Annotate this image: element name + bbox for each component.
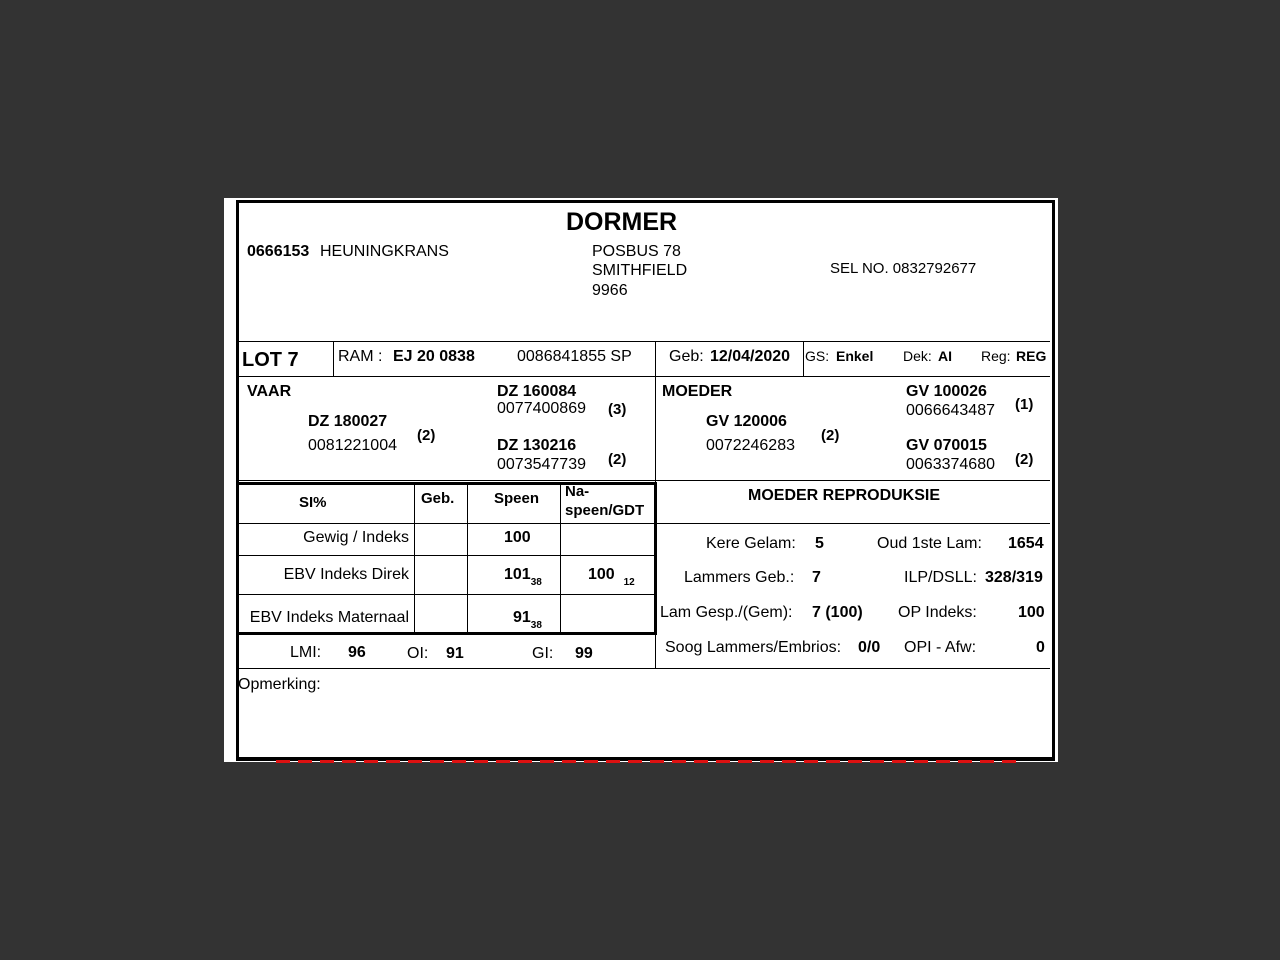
reg-label: Reg: (981, 348, 1011, 364)
row-label: Gewig / Indeks (303, 529, 409, 546)
geb-label: Geb: (669, 348, 704, 365)
repro-value: 7 (100) (812, 604, 863, 621)
divider (237, 632, 657, 635)
repro-value: 1654 (1008, 535, 1044, 552)
row-label: EBV Indeks Maternaal (249, 609, 409, 626)
repro-label: Lam Gesp./(Gem): (660, 604, 793, 621)
sire-dam-count: (2) (608, 451, 627, 468)
dam-count: (2) (821, 427, 840, 444)
cutoff-red-text (276, 760, 1016, 763)
breed-title: DORMER (566, 208, 678, 236)
dek-value: AI (938, 348, 952, 364)
dam-sire-id: GV 100026 (906, 383, 987, 400)
divider (237, 523, 1050, 524)
farm-name: HEUNINGKRANS (320, 243, 449, 260)
address-line: 9966 (592, 282, 628, 299)
repro-value: 0/0 (858, 639, 881, 656)
lmi-value: 96 (348, 644, 366, 661)
dam-dam-no: 0063374680 (906, 456, 995, 473)
si-header: SI% (299, 494, 327, 511)
sire-sire-no: 0077400869 (497, 400, 586, 417)
dam-sire-count: (1) (1015, 396, 1034, 413)
speen-value: 9138 (513, 609, 542, 631)
naspeen-header: Na- speen/GDT (565, 483, 645, 519)
sire-sire-count: (3) (608, 401, 627, 418)
divider (237, 482, 657, 485)
repro-value: 100 (1018, 604, 1045, 621)
sire-count: (2) (417, 427, 436, 444)
divider (803, 341, 804, 376)
speen-header: Speen (494, 490, 540, 507)
sire-sire-id: DZ 160084 (497, 383, 577, 400)
row-label: EBV Indeks Direk (283, 566, 409, 583)
divider (237, 594, 655, 595)
sire-dam-no: 0073547739 (497, 456, 586, 473)
divider (467, 482, 468, 634)
repro-value: 5 (815, 535, 824, 552)
geb-header: Geb. (421, 490, 455, 507)
birth-date: 12/04/2020 (710, 348, 791, 365)
divider (237, 555, 655, 556)
repro-label: Oud 1ste Lam: (877, 535, 982, 552)
sire-no: 0081221004 (308, 437, 397, 454)
dam-label: MOEDER (662, 383, 733, 400)
repro-title: MOEDER REPRODUKSIE (748, 487, 941, 504)
repro-label: OP Indeks: (898, 604, 977, 621)
gs-value: Enkel (836, 348, 874, 364)
dam-dam-id: GV 070015 (906, 437, 987, 454)
breeder-code: 0666153 (247, 243, 310, 260)
address-line: SMITHFIELD (592, 262, 688, 279)
speen-value: 100 (504, 529, 531, 546)
repro-label: Kere Gelam: (706, 535, 796, 552)
phone: SEL NO. 0832792677 (830, 260, 977, 277)
remark-label: Opmerking: (238, 676, 321, 693)
oi-value: 91 (446, 645, 464, 662)
dam-no: 0072246283 (706, 437, 795, 454)
lot-number: LOT 7 (242, 349, 299, 371)
repro-value: 0 (1036, 639, 1045, 656)
gs-label: GS: (805, 348, 830, 364)
dek-label: Dek: (903, 348, 932, 364)
repro-label: ILP/DSLL: (904, 569, 977, 586)
ram-reg-no: 0086841855 SP (517, 348, 632, 365)
repro-value: 7 (812, 569, 821, 586)
ram-label: RAM : (338, 348, 383, 365)
divider (237, 480, 1050, 481)
dam-sire-no: 0066643487 (906, 402, 995, 419)
divider (414, 482, 415, 634)
speen-value: 10138 (504, 566, 542, 588)
repro-value: 328/319 (985, 569, 1043, 586)
naspeen-value: 100 12 (588, 566, 635, 588)
oi-label: OI: (407, 645, 429, 662)
divider (560, 482, 561, 634)
divider (237, 376, 1050, 377)
divider (333, 341, 334, 376)
dam-id: GV 120006 (706, 413, 787, 430)
lmi-label: LMI: (290, 644, 322, 661)
divider (237, 668, 1050, 669)
repro-label: Soog Lammers/Embrios: (665, 639, 842, 656)
dam-dam-count: (2) (1015, 451, 1034, 468)
sire-id: DZ 180027 (308, 413, 388, 430)
sire-dam-id: DZ 130216 (497, 437, 577, 454)
divider (654, 482, 657, 634)
repro-label: OPI - Afw: (904, 639, 977, 656)
address-line: POSBUS 78 (592, 243, 681, 260)
divider (237, 341, 1050, 342)
sire-label: VAAR (247, 383, 292, 400)
repro-label: Lammers Geb.: (684, 569, 795, 586)
ram-id: EJ 20 0838 (393, 348, 475, 365)
gi-label: GI: (532, 645, 554, 662)
gi-value: 99 (575, 645, 593, 662)
reg-value: REG (1016, 348, 1047, 364)
